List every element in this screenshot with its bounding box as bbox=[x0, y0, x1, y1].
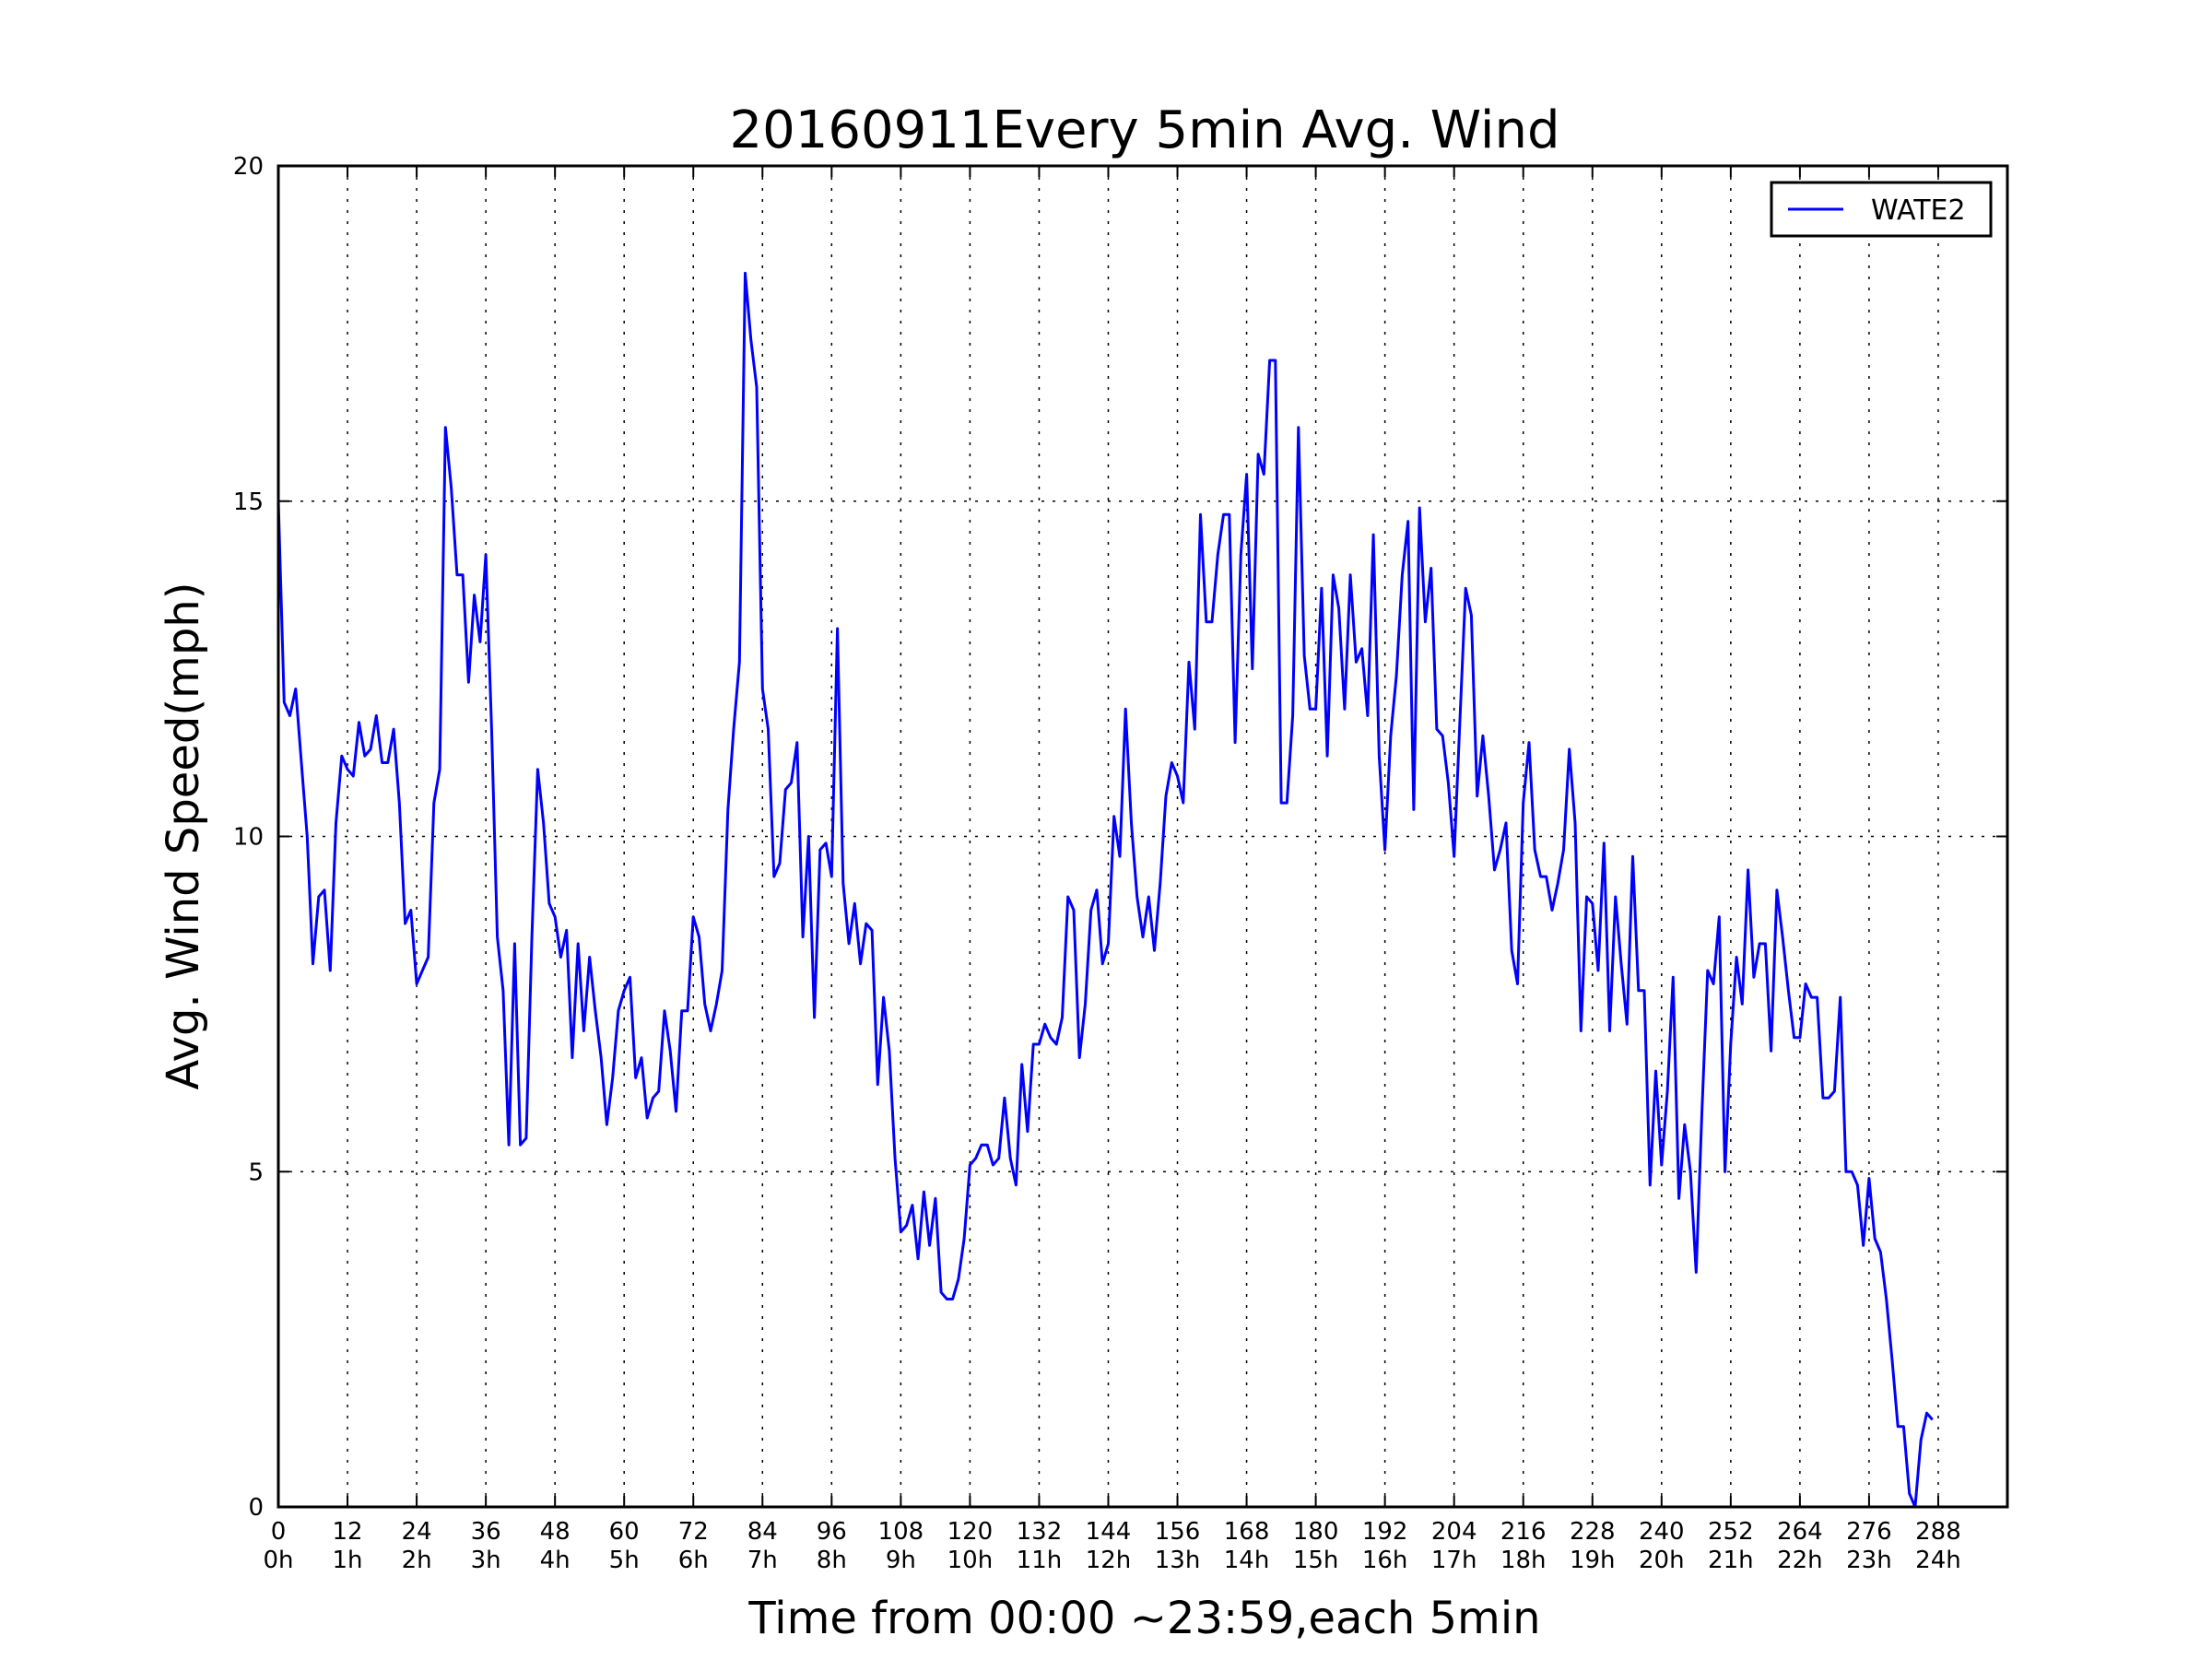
x-tick-sublabel: 3h bbox=[471, 1547, 501, 1574]
x-tick-sublabel: 22h bbox=[1777, 1547, 1823, 1574]
y-axis-label: Avg. Wind Speed(mph) bbox=[158, 582, 209, 1090]
legend: WATE2 bbox=[1770, 181, 1993, 238]
x-tick-sublabel: 2h bbox=[402, 1547, 432, 1574]
x-tick-sublabel: 14h bbox=[1224, 1547, 1270, 1574]
x-tick-sublabel: 21h bbox=[1708, 1547, 1754, 1574]
x-tick-sublabel: 19h bbox=[1570, 1547, 1616, 1574]
x-tick-sublabel: 16h bbox=[1362, 1547, 1408, 1574]
x-tick-label: 108 bbox=[878, 1518, 924, 1546]
x-tick-label: 276 bbox=[1846, 1518, 1892, 1546]
x-tick-sublabel: 17h bbox=[1431, 1547, 1477, 1574]
x-tick-sublabel: 20h bbox=[1639, 1547, 1685, 1574]
ticks: 00h121h242h363h484h605h726h847h968h1089h… bbox=[233, 153, 2007, 1574]
y-tick-label: 15 bbox=[233, 488, 264, 516]
x-tick-label: 48 bbox=[540, 1518, 571, 1546]
legend-label: WATE2 bbox=[1871, 194, 1966, 227]
x-tick-label: 60 bbox=[609, 1518, 640, 1546]
x-tick-sublabel: 12h bbox=[1086, 1547, 1132, 1574]
y-tick-label: 10 bbox=[233, 824, 264, 852]
x-tick-label: 228 bbox=[1570, 1518, 1616, 1546]
x-tick-sublabel: 23h bbox=[1846, 1547, 1892, 1574]
x-tick-label: 24 bbox=[402, 1518, 432, 1546]
y-tick-label: 20 bbox=[233, 153, 264, 181]
x-tick-sublabel: 10h bbox=[947, 1547, 994, 1574]
x-tick-sublabel: 9h bbox=[886, 1547, 916, 1574]
x-tick-label: 96 bbox=[817, 1518, 847, 1546]
x-tick-label: 72 bbox=[678, 1518, 709, 1546]
x-tick-label: 204 bbox=[1431, 1518, 1477, 1546]
x-axis-label: Time from 00:00 ~23:59,each 5min bbox=[747, 1593, 1540, 1644]
x-tick-label: 192 bbox=[1362, 1518, 1408, 1546]
x-tick-label: 120 bbox=[947, 1518, 994, 1546]
x-tick-sublabel: 1h bbox=[333, 1547, 363, 1574]
x-tick-label: 288 bbox=[1915, 1518, 1961, 1546]
x-tick-sublabel: 5h bbox=[609, 1547, 640, 1574]
x-tick-sublabel: 15h bbox=[1293, 1547, 1339, 1574]
x-tick-label: 144 bbox=[1086, 1518, 1132, 1546]
y-tick-label: 5 bbox=[248, 1159, 264, 1186]
x-tick-sublabel: 8h bbox=[817, 1547, 847, 1574]
y-tick-label: 0 bbox=[248, 1494, 264, 1522]
x-tick-label: 0 bbox=[271, 1518, 287, 1546]
chart-title: 20160911Every 5min Avg. Wind bbox=[729, 100, 1559, 160]
x-tick-label: 168 bbox=[1224, 1518, 1270, 1546]
x-tick-label: 12 bbox=[332, 1518, 362, 1546]
x-tick-sublabel: 13h bbox=[1155, 1547, 1201, 1574]
series-line-wate2 bbox=[276, 271, 1934, 1509]
series-layer bbox=[276, 271, 1934, 1509]
x-tick-sublabel: 6h bbox=[678, 1547, 709, 1574]
x-tick-label: 264 bbox=[1777, 1518, 1823, 1546]
x-tick-sublabel: 11h bbox=[1017, 1547, 1063, 1574]
grid bbox=[278, 166, 2007, 1507]
x-tick-label: 156 bbox=[1155, 1518, 1201, 1546]
x-tick-label: 180 bbox=[1293, 1518, 1339, 1546]
x-tick-sublabel: 24h bbox=[1915, 1547, 1961, 1574]
x-tick-label: 216 bbox=[1500, 1518, 1547, 1546]
x-tick-sublabel: 18h bbox=[1500, 1547, 1547, 1574]
x-tick-label: 252 bbox=[1708, 1518, 1754, 1546]
x-tick-label: 36 bbox=[471, 1518, 501, 1546]
x-tick-label: 84 bbox=[747, 1518, 778, 1546]
x-tick-label: 240 bbox=[1639, 1518, 1685, 1546]
x-tick-sublabel: 0h bbox=[263, 1547, 293, 1574]
x-tick-sublabel: 7h bbox=[747, 1547, 778, 1574]
x-tick-sublabel: 4h bbox=[540, 1547, 571, 1574]
x-tick-label: 132 bbox=[1017, 1518, 1063, 1546]
